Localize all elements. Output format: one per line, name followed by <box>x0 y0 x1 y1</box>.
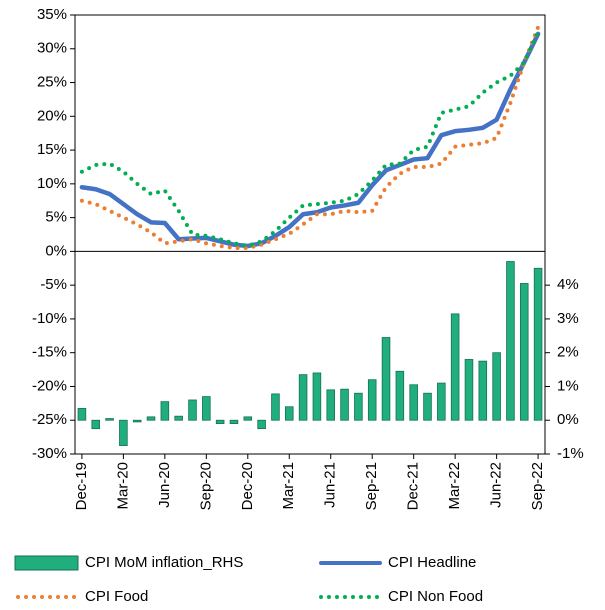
y-tick-label: 30% <box>37 40 67 57</box>
bar <box>464 359 474 421</box>
bar <box>160 401 170 421</box>
bar <box>119 419 128 446</box>
y2-tick-label: 3% <box>557 310 579 327</box>
legend-label: CPI Non Food <box>388 588 483 605</box>
x-tick-label: Dec-19 <box>73 462 90 510</box>
bar <box>298 374 308 421</box>
line <box>79 31 541 249</box>
y-tick-label: -20% <box>32 377 67 394</box>
y-tick-label: -15% <box>32 344 67 361</box>
x-tick-label: Jun-21 <box>322 462 339 508</box>
bar <box>77 408 87 421</box>
x-tick-label: Dec-20 <box>239 462 256 510</box>
bar <box>271 393 280 421</box>
y-tick-label: -30% <box>32 445 67 462</box>
y-tick-label: -5% <box>40 276 67 293</box>
bar <box>326 389 336 421</box>
x-tick-label: Mar-20 <box>114 462 131 510</box>
y-tick-label: 25% <box>37 74 67 91</box>
y2-tick-label: 0% <box>557 411 579 428</box>
legend-label: CPI Headline <box>388 554 476 571</box>
line <box>79 25 541 251</box>
bar <box>91 419 101 430</box>
x-tick-label: Jun-22 <box>488 462 505 508</box>
y-tick-label: 35% <box>37 6 67 23</box>
x-tick-label: Jun-20 <box>156 462 173 508</box>
x-tick-label: Mar-22 <box>446 462 463 510</box>
bar <box>354 392 363 421</box>
plot-frame <box>74 14 546 455</box>
bar <box>395 370 405 421</box>
bar <box>492 352 501 421</box>
x-tick-label: Sep-21 <box>363 462 380 510</box>
bar <box>174 415 183 421</box>
x-tick-label: Dec-21 <box>405 462 422 510</box>
y2-tick-label: 4% <box>557 276 579 293</box>
legend-label: CPI MoM inflation_RHS <box>85 554 243 571</box>
x-tick-label: Mar-21 <box>280 462 297 510</box>
bar <box>132 419 142 423</box>
line <box>79 29 541 248</box>
bar <box>105 418 114 421</box>
bar <box>243 416 253 421</box>
bar <box>367 379 377 421</box>
bar <box>450 313 460 421</box>
bar <box>533 267 543 421</box>
y-tick-label: 15% <box>37 141 67 158</box>
x-tick-label: Sep-20 <box>197 462 214 510</box>
y-tick-label: 20% <box>37 107 67 124</box>
bar <box>215 419 225 425</box>
bar <box>409 384 418 421</box>
bar <box>312 372 322 421</box>
bar <box>257 419 266 430</box>
x-tick-label: Sep-22 <box>529 462 546 510</box>
bar <box>229 419 239 425</box>
legend-label: CPI Food <box>85 588 148 605</box>
bar <box>340 388 349 421</box>
bar <box>423 392 432 421</box>
bar <box>284 406 294 421</box>
legend-swatch <box>14 555 79 571</box>
y2-tick-label: -1% <box>557 445 584 462</box>
y2-tick-label: 1% <box>557 377 579 394</box>
bar <box>188 399 197 421</box>
y-tick-label: -25% <box>32 411 67 428</box>
bar <box>202 396 211 421</box>
y2-tick-label: 2% <box>557 344 579 361</box>
y-tick-label: -10% <box>32 310 67 327</box>
y-tick-label: 10% <box>37 175 67 192</box>
bar <box>146 416 156 421</box>
bar <box>437 382 446 421</box>
bar <box>519 283 529 421</box>
bar <box>506 261 515 421</box>
bar <box>381 337 391 421</box>
y-tick-label: 0% <box>45 242 67 259</box>
y-tick-label: 5% <box>45 209 67 226</box>
bar <box>478 360 488 421</box>
